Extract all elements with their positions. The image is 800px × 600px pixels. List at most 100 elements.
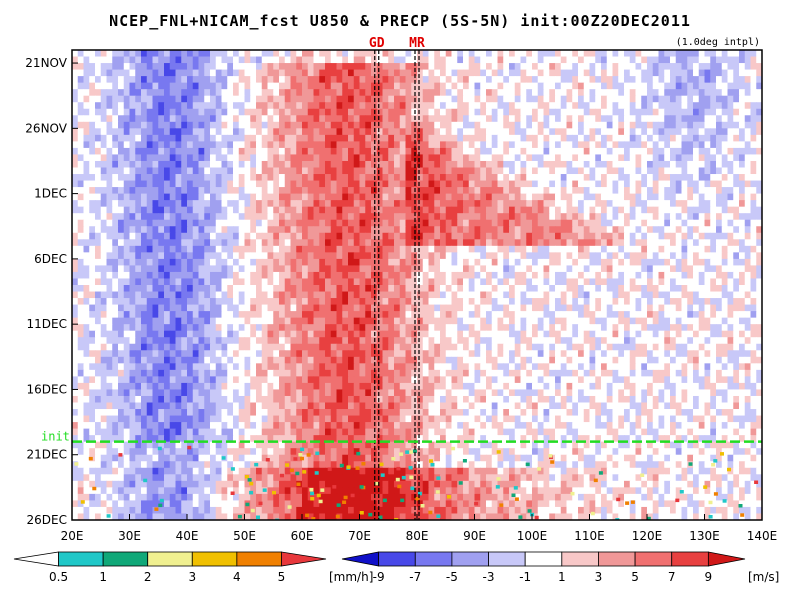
- heat-cell: [95, 219, 102, 227]
- heat-cell: [330, 167, 338, 175]
- heat-cell: [353, 278, 361, 286]
- heat-cell: [169, 141, 177, 149]
- heat-cell: [451, 147, 458, 156]
- heat-cell: [451, 271, 458, 280]
- heat-cell: [612, 265, 619, 273]
- heat-cell: [181, 200, 188, 208]
- heat-cell: [727, 265, 734, 273]
- heat-cell: [716, 304, 723, 312]
- heat-cell: [279, 206, 286, 214]
- heat-cell: [256, 141, 263, 149]
- heat-cell: [325, 50, 332, 58]
- heat-cell: [514, 180, 522, 188]
- heat-cell: [514, 69, 522, 77]
- heat-cell: [486, 160, 493, 169]
- heat-cell: [750, 128, 757, 136]
- heat-cell: [319, 245, 326, 253]
- heat-cell: [77, 167, 85, 175]
- heat-cell: [221, 311, 228, 319]
- heat-cell: [716, 285, 723, 293]
- heat-cell: [319, 180, 326, 188]
- heat-cell: [652, 115, 660, 123]
- heat-cell: [112, 128, 119, 136]
- heat-cell: [215, 304, 223, 312]
- heat-cell: [348, 167, 355, 175]
- heat-cell: [693, 193, 700, 201]
- heat-cell: [710, 219, 717, 227]
- heat-cell: [532, 134, 539, 142]
- heat-cell: [123, 258, 131, 267]
- heat-cell: [187, 298, 194, 306]
- heat-cell: [215, 128, 223, 136]
- heat-cell: [687, 89, 694, 97]
- heat-cell: [555, 200, 562, 208]
- heat-cell: [279, 304, 286, 312]
- heat-cell: [606, 121, 614, 129]
- heat-cell: [388, 180, 395, 188]
- heat-cell: [549, 160, 556, 169]
- heat-cell: [181, 102, 188, 110]
- heat-cell: [279, 154, 286, 162]
- heat-cell: [704, 311, 711, 319]
- heat-cell: [296, 232, 303, 240]
- heat-cell: [72, 219, 79, 227]
- heat-cell: [440, 141, 447, 149]
- heat-cell: [279, 174, 286, 182]
- heat-cell: [77, 226, 85, 234]
- heat-cell: [123, 239, 131, 247]
- heat-cell: [164, 317, 171, 325]
- heat-cell: [302, 291, 309, 299]
- heat-cell: [624, 187, 631, 195]
- heat-cell: [146, 69, 154, 77]
- heat-cell: [365, 95, 372, 103]
- heat-cell: [290, 304, 297, 312]
- heat-cell: [77, 50, 85, 58]
- heat-cell: [261, 252, 269, 260]
- heat-cell: [624, 141, 631, 149]
- heat-cell: [336, 271, 343, 280]
- heat-cell: [198, 121, 205, 129]
- heat-cell: [256, 56, 263, 64]
- heat-cell: [95, 278, 102, 286]
- heat-cell: [187, 108, 194, 116]
- heat-cell: [388, 278, 395, 286]
- heat-cell: [187, 56, 194, 64]
- heat-cell: [307, 121, 315, 129]
- heat-cell: [422, 154, 430, 162]
- heat-cell: [164, 82, 171, 90]
- heat-cell: [284, 252, 292, 260]
- heat-cell: [750, 213, 757, 221]
- heat-cell: [428, 89, 435, 97]
- heat-cell: [359, 147, 366, 156]
- heat-cell: [359, 317, 366, 325]
- heat-cell: [129, 69, 136, 77]
- heat-cell: [417, 187, 424, 195]
- heat-cell: [491, 76, 499, 84]
- heat-cell: [256, 239, 263, 247]
- heat-cell: [135, 128, 142, 136]
- heat-cell: [417, 258, 424, 267]
- heat-cell: [503, 311, 510, 319]
- heat-cell: [100, 278, 108, 286]
- heat-cell: [578, 187, 585, 195]
- heat-cell: [491, 134, 499, 142]
- heat-cell: [428, 258, 435, 267]
- heat-cell: [710, 174, 717, 182]
- heat-cell: [129, 63, 136, 71]
- heat-cell: [118, 108, 125, 116]
- heat-cell: [123, 128, 131, 136]
- heat-cell: [756, 69, 762, 77]
- heat-cell: [405, 232, 412, 240]
- heat-cell: [681, 76, 688, 84]
- heat-cell: [72, 271, 79, 280]
- heat-cell: [474, 63, 481, 71]
- heat-cell: [77, 187, 85, 195]
- heat-cell: [629, 278, 637, 286]
- heat-cell: [123, 206, 131, 214]
- heat-cell: [635, 50, 642, 58]
- heat-cell: [704, 115, 711, 123]
- heat-cell: [221, 298, 228, 306]
- heat-cell: [192, 219, 200, 227]
- heat-cell: [382, 304, 389, 312]
- heat-cell: [750, 298, 757, 306]
